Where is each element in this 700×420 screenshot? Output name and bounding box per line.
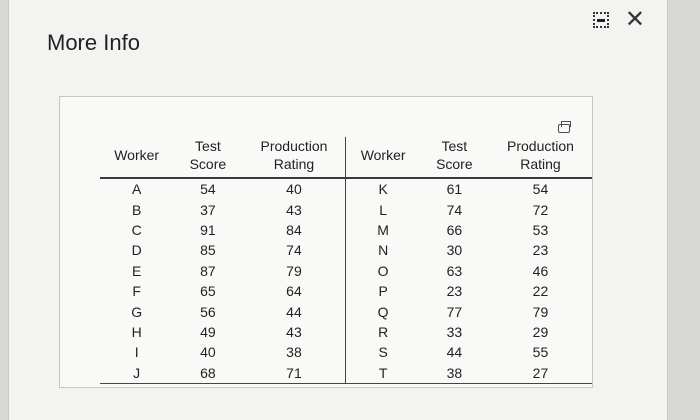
test-score-cell: 23 <box>446 283 463 300</box>
test-score-cell: 40 <box>200 344 216 361</box>
table-row: J 68 71 T 38 27 <box>100 362 592 384</box>
production-rating-cell: 71 <box>242 362 346 384</box>
header-production-rating-right: Production Rating <box>488 137 592 179</box>
worker-cell: M <box>345 219 420 241</box>
worker-cell: L <box>345 199 420 220</box>
table-row: F 65 64 P 23 22 <box>100 280 592 302</box>
test-score-cell: 66 <box>446 221 463 238</box>
production-rating-cell: 84 <box>286 221 302 238</box>
production-rating-cell: 55 <box>532 344 549 361</box>
production-rating-cell: 38 <box>286 344 302 361</box>
minimize-icon[interactable] <box>592 12 609 28</box>
worker-cell: C <box>131 221 142 238</box>
production-rating-cell: 43 <box>286 201 302 218</box>
table-row: H 49 43 R 33 29 <box>100 321 592 343</box>
production-rating-cell: 46 <box>532 262 549 279</box>
worker-cell: B <box>131 201 142 218</box>
worker-table: Worker Test Score Production Rating Work… <box>100 137 592 384</box>
worker-cell: S <box>345 342 420 363</box>
test-score-cell: 68 <box>173 362 243 384</box>
table-row: G 56 44 Q 77 79 <box>100 301 592 322</box>
table-header-row: Worker Test Score Production Rating Work… <box>100 137 592 179</box>
table-row: I 40 38 S 44 55 <box>100 342 592 363</box>
header-production-rating-left: Production Rating <box>242 137 346 179</box>
test-score-cell: 65 <box>200 283 216 300</box>
production-rating-cell: 79 <box>532 303 549 320</box>
table-row: E 87 79 O 63 46 <box>100 260 592 281</box>
header-test-score-left: Test Score <box>173 137 243 179</box>
table-row: C 91 84 M 66 53 <box>100 219 592 241</box>
production-rating-cell: 27 <box>488 362 592 384</box>
worker-cell: F <box>132 283 141 300</box>
table-body: A 54 40 K 61 54 B 37 43 L 74 72 C <box>100 178 592 384</box>
close-icon[interactable]: ✕ <box>624 6 645 33</box>
production-rating-cell: 72 <box>532 201 549 218</box>
worker-cell: T <box>345 362 420 384</box>
worker-cell: N <box>345 240 420 261</box>
test-score-cell: 37 <box>200 201 216 218</box>
worker-cell: R <box>345 321 420 343</box>
production-rating-cell: 74 <box>286 242 302 259</box>
table-row: A 54 40 K 61 54 <box>100 178 592 200</box>
test-score-cell: 33 <box>446 323 463 340</box>
test-score-cell: 49 <box>200 323 216 340</box>
test-score-cell: 30 <box>446 242 463 259</box>
production-rating-cell: 22 <box>532 283 549 300</box>
test-score-cell: 61 <box>446 181 463 198</box>
test-score-cell: 85 <box>200 242 216 259</box>
production-rating-cell: 44 <box>286 303 302 320</box>
test-score-cell: 87 <box>200 262 216 279</box>
test-score-cell: 44 <box>446 344 463 361</box>
worker-cell: J <box>100 362 174 384</box>
header-test-score-right: Test Score <box>419 137 489 179</box>
worker-cell: G <box>131 303 143 320</box>
worker-cell: H <box>131 323 142 340</box>
production-rating-cell: 29 <box>532 323 549 340</box>
copy-icon[interactable] <box>558 121 571 133</box>
worker-cell: P <box>345 280 420 302</box>
production-rating-cell: 53 <box>532 221 549 238</box>
production-rating-cell: 23 <box>532 242 549 259</box>
production-rating-cell: 54 <box>532 181 549 198</box>
worker-cell: I <box>134 344 139 361</box>
test-score-cell: 74 <box>446 201 463 218</box>
production-rating-cell: 43 <box>286 323 302 340</box>
worker-cell: O <box>345 260 420 281</box>
worker-cell: D <box>131 242 142 259</box>
dialog-title: More Info <box>47 30 140 55</box>
worker-cell: K <box>345 178 420 200</box>
production-rating-cell: 64 <box>286 283 302 300</box>
table-row: B 37 43 L 74 72 <box>100 199 592 220</box>
worker-cell: A <box>131 181 142 198</box>
test-score-cell: 63 <box>446 262 463 279</box>
test-score-cell: 91 <box>200 221 216 238</box>
window-controls: ✕ <box>592 6 645 33</box>
test-score-cell: 54 <box>200 181 216 198</box>
test-score-cell: 77 <box>446 303 463 320</box>
test-score-cell: 56 <box>200 303 216 320</box>
table-row: D 85 74 N 30 23 <box>100 240 592 261</box>
test-score-cell: 38 <box>419 362 489 384</box>
production-rating-cell: 79 <box>286 262 302 279</box>
data-panel: Worker Test Score Production Rating Work… <box>59 96 593 388</box>
header-worker-right: Worker <box>345 137 420 179</box>
more-info-dialog: More Info ✕ Worker Test Score Production… <box>8 0 668 420</box>
production-rating-cell: 40 <box>286 181 302 198</box>
worker-cell: Q <box>345 301 420 322</box>
header-worker-left: Worker <box>100 137 174 179</box>
worker-cell: E <box>131 262 142 279</box>
